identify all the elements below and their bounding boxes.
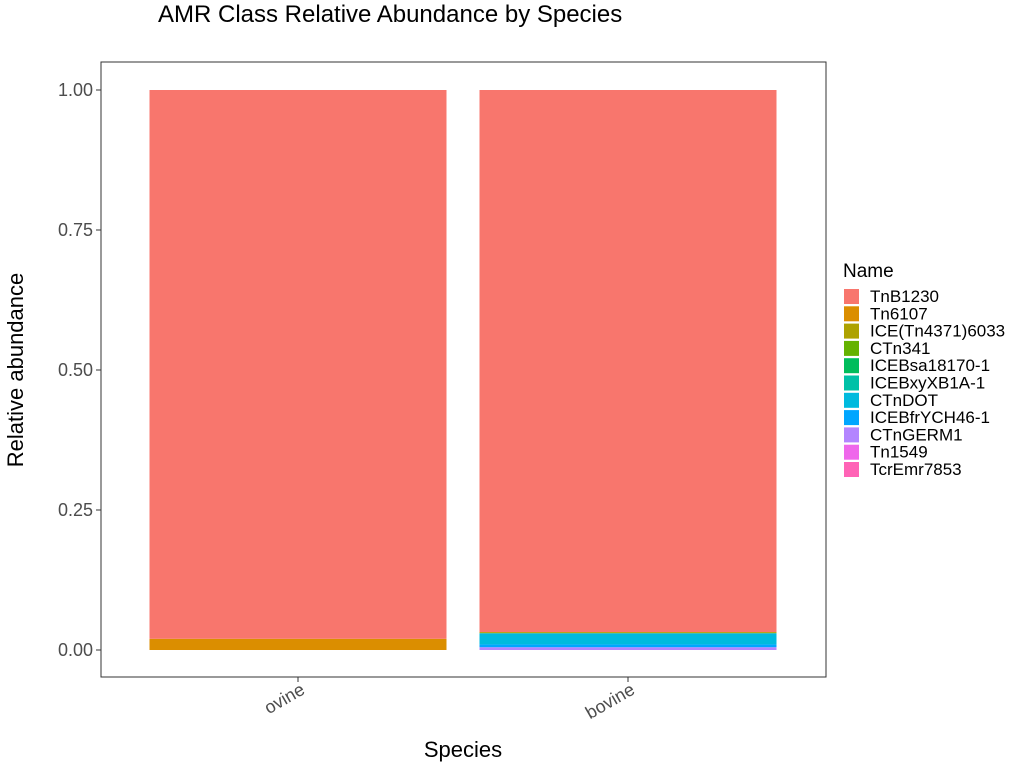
y-axis-title: Relative abundance bbox=[3, 273, 28, 467]
legend-label: ICEBsa18170-1 bbox=[870, 356, 990, 375]
bar-segment bbox=[479, 633, 777, 645]
legend-swatch bbox=[844, 375, 859, 391]
legend-label: Tn1549 bbox=[870, 443, 928, 462]
legend-label: CTnDOT bbox=[870, 391, 938, 410]
legend-swatch bbox=[844, 340, 859, 356]
legend-label: CTnGERM1 bbox=[870, 425, 963, 444]
legend-swatch bbox=[844, 462, 859, 477]
legend-label: CTn341 bbox=[870, 339, 930, 358]
legend-label: TcrEmr7853 bbox=[870, 460, 962, 479]
bar-segment bbox=[479, 632, 777, 634]
chart-title: AMR Class Relative Abundance by Species bbox=[158, 1, 622, 28]
legend-swatch bbox=[844, 358, 859, 374]
bar-segment bbox=[479, 90, 777, 633]
bar-segment bbox=[149, 90, 447, 639]
bar-segment bbox=[479, 644, 777, 648]
y-tick-label: 0.75 bbox=[58, 220, 93, 240]
x-axis: ovine bovine bbox=[261, 677, 638, 723]
x-tick-label: bovine bbox=[582, 679, 638, 723]
legend-label: Tn6107 bbox=[870, 304, 928, 323]
bar-segment bbox=[479, 647, 777, 650]
legend-swatch bbox=[844, 392, 859, 408]
legend-swatch bbox=[844, 289, 859, 304]
y-tick-label: 1.00 bbox=[58, 80, 93, 100]
x-axis-title: Species bbox=[424, 737, 502, 762]
legend-swatch bbox=[844, 427, 859, 443]
y-axis: 0.00 0.25 0.50 0.75 1.00 bbox=[58, 80, 101, 660]
legend-swatch bbox=[844, 444, 859, 460]
legend-swatch bbox=[844, 323, 859, 339]
legend-swatch bbox=[844, 410, 859, 426]
legend: Name TnB1230Tn6107ICE(Tn4371)6033CTn341I… bbox=[843, 261, 1005, 479]
bars-group bbox=[149, 90, 777, 650]
legend-label: ICEBxyXB1A-1 bbox=[870, 374, 985, 393]
legend-swatch bbox=[844, 306, 859, 322]
legend-title: Name bbox=[843, 261, 894, 282]
y-tick-label: 0.00 bbox=[58, 640, 93, 660]
y-tick-label: 0.50 bbox=[58, 360, 93, 380]
x-tick-label: ovine bbox=[261, 679, 308, 718]
y-tick-label: 0.25 bbox=[58, 500, 93, 520]
bar-segment bbox=[149, 638, 447, 650]
legend-label: ICE(Tn4371)6033 bbox=[870, 322, 1005, 341]
legend-label: TnB1230 bbox=[870, 287, 939, 306]
legend-label: ICEBfrYCH46-1 bbox=[870, 408, 990, 427]
